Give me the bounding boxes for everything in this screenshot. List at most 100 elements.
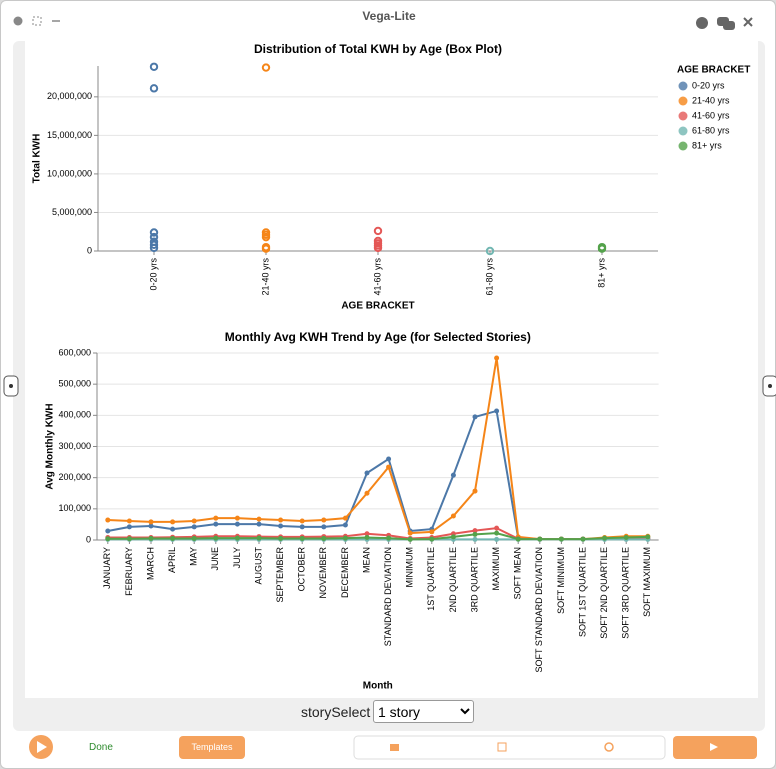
x-tick-label: SOFT MEAN xyxy=(513,547,523,599)
y-tick-label: 0 xyxy=(87,245,92,255)
y-tick-label: 500,000 xyxy=(58,379,91,389)
line-point xyxy=(472,531,478,537)
line-point xyxy=(170,526,176,532)
legend-label: 61-80 yrs xyxy=(692,125,730,135)
line-point xyxy=(148,519,154,525)
x-tick-label: 1ST QUARTILE xyxy=(426,547,436,611)
story-select: storySelect 1 story xyxy=(0,700,776,724)
line-point xyxy=(364,490,370,496)
x-tick-label: 0-20 yrs xyxy=(148,258,158,291)
story-select-dropdown[interactable]: 1 story xyxy=(373,700,474,723)
story-select-label: storySelect xyxy=(301,704,371,720)
x-tick-label: SOFT MAXIMUM xyxy=(642,547,652,617)
line-point xyxy=(213,535,219,541)
x-tick-label: NOVEMBER xyxy=(318,547,328,599)
legend-label: 81+ yrs xyxy=(692,140,722,150)
outlier-point xyxy=(149,240,159,250)
y-tick-label: 5,000,000 xyxy=(52,207,92,217)
window-dot[interactable] xyxy=(13,16,23,26)
line-point xyxy=(256,535,262,541)
legend-swatch xyxy=(678,81,688,91)
templates-button[interactable]: Templates xyxy=(179,736,245,759)
line-point xyxy=(191,535,197,541)
close-icon[interactable] xyxy=(743,17,753,27)
line-point xyxy=(191,518,197,524)
y-tick-label: 10,000,000 xyxy=(47,168,92,178)
line-point xyxy=(342,535,348,541)
line-point xyxy=(623,535,629,541)
x-tick-label: MAY xyxy=(189,547,199,566)
x-tick-label: 3RD QUARTILE xyxy=(469,547,479,612)
line-point xyxy=(105,528,111,534)
line-point xyxy=(429,529,435,535)
window-title: Vega-Lite xyxy=(362,9,416,23)
x-tick-label: JULY xyxy=(232,547,242,568)
legend-swatch xyxy=(678,111,688,121)
line-point xyxy=(472,414,478,420)
line-point xyxy=(191,524,197,530)
line-point xyxy=(256,521,262,527)
legend-swatch xyxy=(678,141,688,151)
x-tick-label: MEAN xyxy=(361,547,371,573)
line-point xyxy=(234,521,240,527)
line-point xyxy=(278,535,284,541)
x-tick-label: AUGUST xyxy=(253,547,263,585)
y-tick-label: 300,000 xyxy=(58,441,91,451)
series-line xyxy=(107,357,648,541)
line-point xyxy=(407,536,413,542)
chart-area xyxy=(25,41,758,698)
x-tick-label: OCTOBER xyxy=(297,547,307,592)
legend-label: 41-60 yrs xyxy=(692,110,730,120)
legend-swatch xyxy=(678,126,688,136)
expand-icon[interactable] xyxy=(32,16,42,26)
x-tick-label: SOFT 2ND QUARTILE xyxy=(599,547,609,639)
line-point xyxy=(494,408,500,414)
x-tick-label: MAXIMUM xyxy=(491,547,501,591)
line-point xyxy=(364,531,370,537)
y-tick-label: 100,000 xyxy=(58,503,91,513)
line-point xyxy=(407,530,413,536)
line-point xyxy=(213,521,219,527)
x-tick-label: MINIMUM xyxy=(405,547,415,588)
line-point xyxy=(450,534,456,540)
x-axis-title: Month xyxy=(363,681,393,692)
y-axis-title: Total KWH xyxy=(32,134,43,184)
action-buttons[interactable] xyxy=(353,735,666,760)
outlier-point xyxy=(485,246,495,256)
line-point xyxy=(105,536,111,542)
line-point xyxy=(170,519,176,525)
line-point xyxy=(148,523,154,529)
line-point xyxy=(645,534,651,540)
line-point xyxy=(494,536,500,542)
line-point xyxy=(321,524,327,530)
legend-title: AGE BRACKET xyxy=(677,65,750,76)
line-point xyxy=(342,522,348,528)
line-point xyxy=(126,518,132,524)
line-point xyxy=(386,535,392,541)
outlier-point xyxy=(149,243,159,253)
line-point xyxy=(299,535,305,541)
info-icon[interactable] xyxy=(696,17,708,29)
x-axis-title: AGE BRACKET xyxy=(341,301,414,312)
legend-label: 21-40 yrs xyxy=(692,95,730,105)
line-point xyxy=(234,515,240,521)
line-point xyxy=(105,517,111,523)
outlier-point xyxy=(149,84,159,93)
outlier-point xyxy=(149,228,159,237)
x-tick-label: 81+ yrs xyxy=(596,258,606,288)
x-tick-label: SOFT MINIMUM xyxy=(556,547,566,614)
line-point xyxy=(429,536,435,542)
outlier-point xyxy=(261,232,271,242)
titlebar-icons xyxy=(13,16,753,30)
line-point xyxy=(126,536,132,542)
y-tick-label: 15,000,000 xyxy=(47,130,92,140)
x-tick-label: MARCH xyxy=(145,547,155,580)
line-point xyxy=(494,355,500,361)
line-point xyxy=(299,518,305,524)
series-line xyxy=(107,409,648,541)
x-tick-label: JUNE xyxy=(210,547,220,571)
series-line xyxy=(107,532,648,541)
line-point xyxy=(472,528,478,534)
line-point xyxy=(278,517,284,523)
line-point xyxy=(386,464,392,470)
